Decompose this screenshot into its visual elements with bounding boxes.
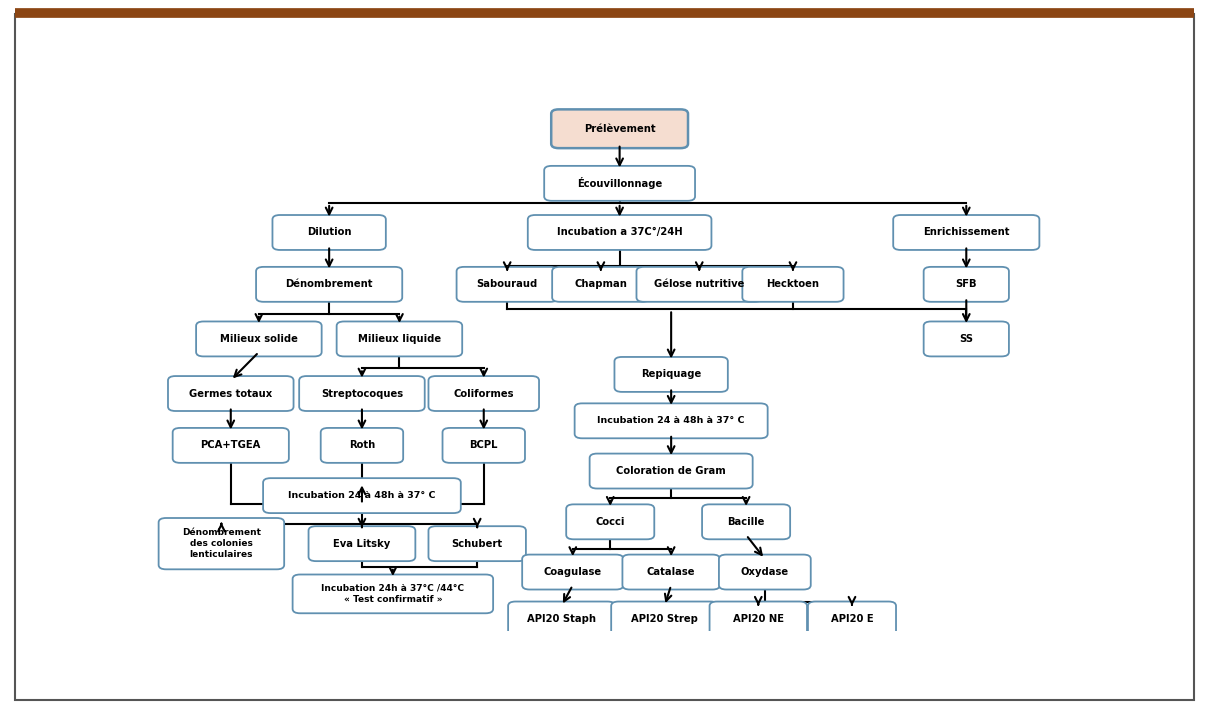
Text: Roth: Roth: [349, 440, 375, 450]
FancyBboxPatch shape: [636, 267, 762, 302]
Text: Sabouraud: Sabouraud: [476, 279, 538, 289]
FancyBboxPatch shape: [299, 376, 424, 411]
FancyBboxPatch shape: [924, 267, 1010, 302]
FancyBboxPatch shape: [196, 321, 322, 357]
FancyBboxPatch shape: [719, 554, 811, 589]
FancyBboxPatch shape: [508, 601, 615, 637]
FancyBboxPatch shape: [428, 526, 526, 561]
FancyBboxPatch shape: [256, 267, 403, 302]
FancyBboxPatch shape: [808, 601, 896, 637]
Text: Hecktoen: Hecktoen: [767, 279, 820, 289]
FancyBboxPatch shape: [623, 554, 719, 589]
Text: Bacille: Bacille: [728, 517, 765, 527]
FancyBboxPatch shape: [702, 504, 791, 540]
Text: Chapman: Chapman: [574, 279, 627, 289]
FancyBboxPatch shape: [612, 601, 718, 637]
Text: Enrichissement: Enrichissement: [922, 228, 1010, 238]
FancyBboxPatch shape: [272, 215, 386, 250]
FancyBboxPatch shape: [308, 526, 416, 561]
Text: Écouvillonnage: Écouvillonnage: [577, 177, 663, 189]
Text: Dénombrement: Dénombrement: [285, 279, 372, 289]
FancyBboxPatch shape: [924, 321, 1010, 357]
Text: API20 Staph: API20 Staph: [527, 614, 596, 624]
FancyBboxPatch shape: [442, 428, 525, 463]
Text: Germes totaux: Germes totaux: [189, 389, 272, 398]
Text: Incubation 24h à 37°C /44°C
« Test confirmatif »: Incubation 24h à 37°C /44°C « Test confi…: [322, 584, 464, 604]
Text: Schubert: Schubert: [452, 539, 503, 549]
FancyBboxPatch shape: [551, 109, 688, 148]
FancyBboxPatch shape: [428, 376, 539, 411]
Text: API20 Strep: API20 Strep: [631, 614, 698, 624]
Text: Coloration de Gram: Coloration de Gram: [617, 466, 727, 476]
Text: Incubation 24 à 48h à 37° C: Incubation 24 à 48h à 37° C: [288, 491, 435, 500]
Text: Gélose nutritive: Gélose nutritive: [654, 279, 745, 289]
FancyBboxPatch shape: [553, 267, 649, 302]
FancyBboxPatch shape: [173, 428, 289, 463]
Text: PCA+TGEA: PCA+TGEA: [201, 440, 261, 450]
Text: Coliformes: Coliformes: [453, 389, 514, 398]
Text: Coagulase: Coagulase: [544, 567, 602, 577]
Text: API20 NE: API20 NE: [733, 614, 783, 624]
FancyBboxPatch shape: [590, 454, 753, 489]
Text: Repiquage: Repiquage: [641, 369, 701, 379]
Text: SS: SS: [959, 334, 973, 344]
Text: SFB: SFB: [955, 279, 977, 289]
Text: Eva Litsky: Eva Litsky: [334, 539, 391, 549]
FancyBboxPatch shape: [158, 518, 284, 569]
Text: Milieux liquide: Milieux liquide: [358, 334, 441, 344]
FancyBboxPatch shape: [544, 166, 695, 201]
FancyBboxPatch shape: [457, 267, 557, 302]
Text: Dénombrement
des colonies
lenticulaires: Dénombrement des colonies lenticulaires: [181, 528, 261, 559]
Text: Catalase: Catalase: [647, 567, 695, 577]
Text: Prélèvement: Prélèvement: [584, 124, 655, 134]
Text: Streptocoques: Streptocoques: [320, 389, 403, 398]
FancyBboxPatch shape: [614, 357, 728, 392]
Text: Cocci: Cocci: [596, 517, 625, 527]
FancyBboxPatch shape: [710, 601, 808, 637]
FancyBboxPatch shape: [566, 504, 654, 540]
Text: Milieux solide: Milieux solide: [220, 334, 297, 344]
FancyBboxPatch shape: [522, 554, 624, 589]
Text: Incubation a 37C°/24H: Incubation a 37C°/24H: [557, 228, 682, 238]
Text: Dilution: Dilution: [307, 228, 352, 238]
Text: Incubation 24 à 48h à 37° C: Incubation 24 à 48h à 37° C: [597, 416, 745, 425]
FancyBboxPatch shape: [893, 215, 1040, 250]
FancyBboxPatch shape: [168, 376, 294, 411]
FancyBboxPatch shape: [293, 574, 493, 613]
FancyBboxPatch shape: [528, 215, 711, 250]
Text: BCPL: BCPL: [469, 440, 498, 450]
Text: Oxydase: Oxydase: [741, 567, 789, 577]
FancyBboxPatch shape: [264, 478, 461, 513]
FancyBboxPatch shape: [320, 428, 403, 463]
FancyBboxPatch shape: [742, 267, 844, 302]
Text: API20 E: API20 E: [831, 614, 873, 624]
FancyBboxPatch shape: [574, 403, 768, 438]
FancyBboxPatch shape: [336, 321, 462, 357]
